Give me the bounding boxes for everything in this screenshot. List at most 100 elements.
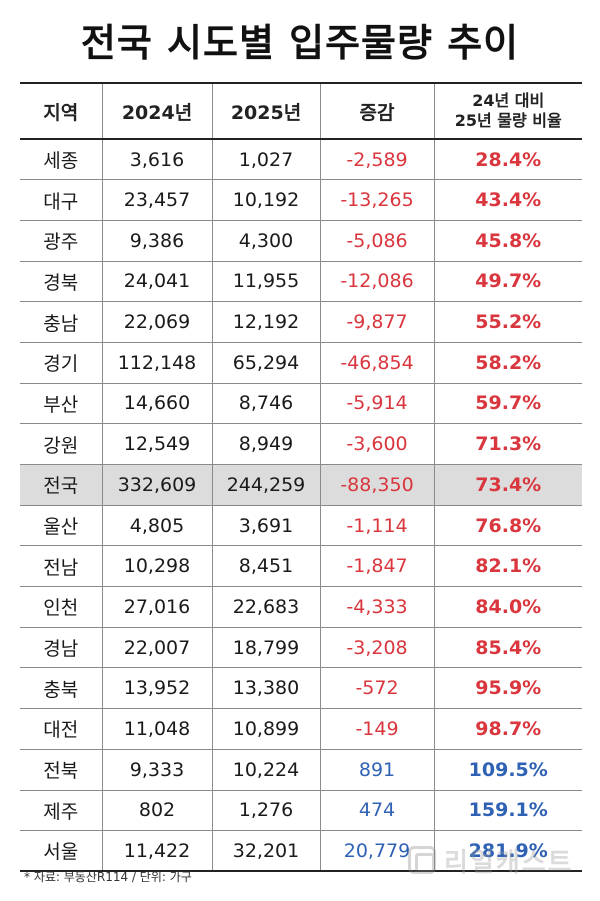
- cell-change: -13,265: [319, 179, 434, 221]
- table-row: 제주 802 1,276 474 159.1%: [20, 789, 582, 832]
- cell-ratio: 95.9%: [433, 667, 582, 710]
- cell-region: 울산: [20, 504, 102, 547]
- cell-2024: 332,609: [101, 464, 212, 506]
- header-2024: 2024년: [101, 82, 212, 140]
- cell-2024: 12,549: [101, 423, 212, 465]
- table-row: 경기 112,148 65,294 -46,854 58.2%: [20, 341, 582, 384]
- cell-region: 경기: [20, 341, 102, 384]
- table-row: 광주 9,386 4,300 -5,086 45.8%: [20, 219, 582, 262]
- cell-change: -1,847: [319, 545, 434, 588]
- cell-ratio: 59.7%: [433, 382, 582, 425]
- table-row: 대전 11,048 10,899 -149 98.7%: [20, 708, 582, 750]
- cell-region: 전국: [20, 464, 102, 506]
- cell-change: -4,333: [319, 586, 434, 628]
- cell-ratio: 109.5%: [433, 748, 582, 791]
- cell-change: -2,589: [319, 138, 434, 181]
- page-title: 전국 시도별 입주물량 추이: [80, 21, 520, 65]
- cell-change: -5,914: [319, 382, 434, 425]
- cell-2024: 3,616: [101, 138, 212, 181]
- cell-region: 경북: [20, 260, 102, 303]
- cell-ratio: 76.8%: [433, 504, 582, 547]
- cell-ratio: 82.1%: [433, 545, 582, 588]
- cell-2025: 1,027: [211, 138, 320, 181]
- watermark: 리얼캐스트: [408, 842, 588, 878]
- cell-2025: 4,300: [211, 219, 320, 262]
- cell-2024: 22,007: [101, 626, 212, 669]
- cell-ratio: 71.3%: [433, 423, 582, 465]
- cell-change: -149: [319, 708, 434, 750]
- cell-change: 20,779: [319, 830, 434, 873]
- cell-2025: 65,294: [211, 341, 320, 384]
- cell-2025: 22,683: [211, 586, 320, 628]
- cell-2024: 22,069: [101, 301, 212, 343]
- cell-region: 강원: [20, 423, 102, 465]
- cell-change: -5,086: [319, 219, 434, 262]
- watermark-text: 리얼캐스트: [444, 847, 574, 878]
- supply-table: 지역 2024년 2025년 증감 24년 대비 25년 물량 비율 세종 3,6…: [20, 82, 582, 873]
- source-footnote: * 자료: 부동산R114 / 단위: 가구: [24, 870, 192, 884]
- table-row: 전남 10,298 8,451 -1,847 82.1%: [20, 545, 582, 588]
- header-ratio-line1: 24년 대비: [472, 91, 545, 110]
- cell-2025: 32,201: [211, 830, 320, 873]
- cell-region: 제주: [20, 789, 102, 832]
- header-change: 증감: [319, 82, 434, 140]
- table-row: 충북 13,952 13,380 -572 95.9%: [20, 667, 582, 710]
- cell-2024: 24,041: [101, 260, 212, 303]
- cell-ratio: 98.7%: [433, 708, 582, 750]
- cell-2025: 3,691: [211, 504, 320, 547]
- cell-change: 891: [319, 748, 434, 791]
- table-header-row: 지역 2024년 2025년 증감 24년 대비 25년 물량 비율: [20, 82, 582, 140]
- cell-change: -3,208: [319, 626, 434, 669]
- cell-region: 광주: [20, 219, 102, 262]
- cell-2025: 8,451: [211, 545, 320, 588]
- cell-2025: 18,799: [211, 626, 320, 669]
- header-region: 지역: [20, 82, 102, 140]
- cell-2024: 10,298: [101, 545, 212, 588]
- cell-ratio: 43.4%: [433, 179, 582, 221]
- cell-region: 대구: [20, 179, 102, 221]
- table-row: 경남 22,007 18,799 -3,208 85.4%: [20, 626, 582, 669]
- cell-ratio: 159.1%: [433, 789, 582, 832]
- cell-region: 대전: [20, 708, 102, 750]
- table-row: 경북 24,041 11,955 -12,086 49.7%: [20, 260, 582, 303]
- header-ratio: 24년 대비 25년 물량 비율: [433, 82, 582, 140]
- cell-2024: 9,333: [101, 748, 212, 791]
- cell-region: 충남: [20, 301, 102, 343]
- watermark-logo-icon: [408, 846, 436, 874]
- cell-region: 서울: [20, 830, 102, 873]
- table-row: 부산 14,660 8,746 -5,914 59.7%: [20, 382, 582, 425]
- cell-change: -88,350: [319, 464, 434, 506]
- cell-change: -572: [319, 667, 434, 710]
- table-row: 전북 9,333 10,224 891 109.5%: [20, 748, 582, 791]
- header-ratio-line2: 25년 물량 비율: [454, 111, 562, 130]
- cell-ratio: 45.8%: [433, 219, 582, 262]
- cell-2024: 13,952: [101, 667, 212, 710]
- cell-region: 충북: [20, 667, 102, 710]
- cell-ratio: 281.9%: [433, 830, 582, 873]
- cell-2024: 27,016: [101, 586, 212, 628]
- cell-region: 전남: [20, 545, 102, 588]
- cell-region: 경남: [20, 626, 102, 669]
- cell-change: -9,877: [319, 301, 434, 343]
- header-2025: 2025년: [211, 82, 320, 140]
- cell-2025: 10,192: [211, 179, 320, 221]
- cell-2025: 11,955: [211, 260, 320, 303]
- cell-2024: 11,048: [101, 708, 212, 750]
- cell-2024: 4,805: [101, 504, 212, 547]
- cell-2025: 12,192: [211, 301, 320, 343]
- cell-2024: 11,422: [101, 830, 212, 873]
- table-row: 울산 4,805 3,691 -1,114 76.8%: [20, 504, 582, 547]
- table-row: 서울 11,422 32,201 20,779 281.9%: [20, 830, 582, 873]
- cell-region: 부산: [20, 382, 102, 425]
- cell-2025: 244,259: [211, 464, 320, 506]
- cell-ratio: 58.2%: [433, 341, 582, 384]
- cell-2024: 802: [101, 789, 212, 832]
- cell-2024: 14,660: [101, 382, 212, 425]
- cell-2025: 1,276: [211, 789, 320, 832]
- cell-2024: 23,457: [101, 179, 212, 221]
- cell-2025: 10,899: [211, 708, 320, 750]
- cell-change: 474: [319, 789, 434, 832]
- cell-2024: 112,148: [101, 341, 212, 384]
- cell-ratio: 84.0%: [433, 586, 582, 628]
- table-row: 대구 23,457 10,192 -13,265 43.4%: [20, 179, 582, 221]
